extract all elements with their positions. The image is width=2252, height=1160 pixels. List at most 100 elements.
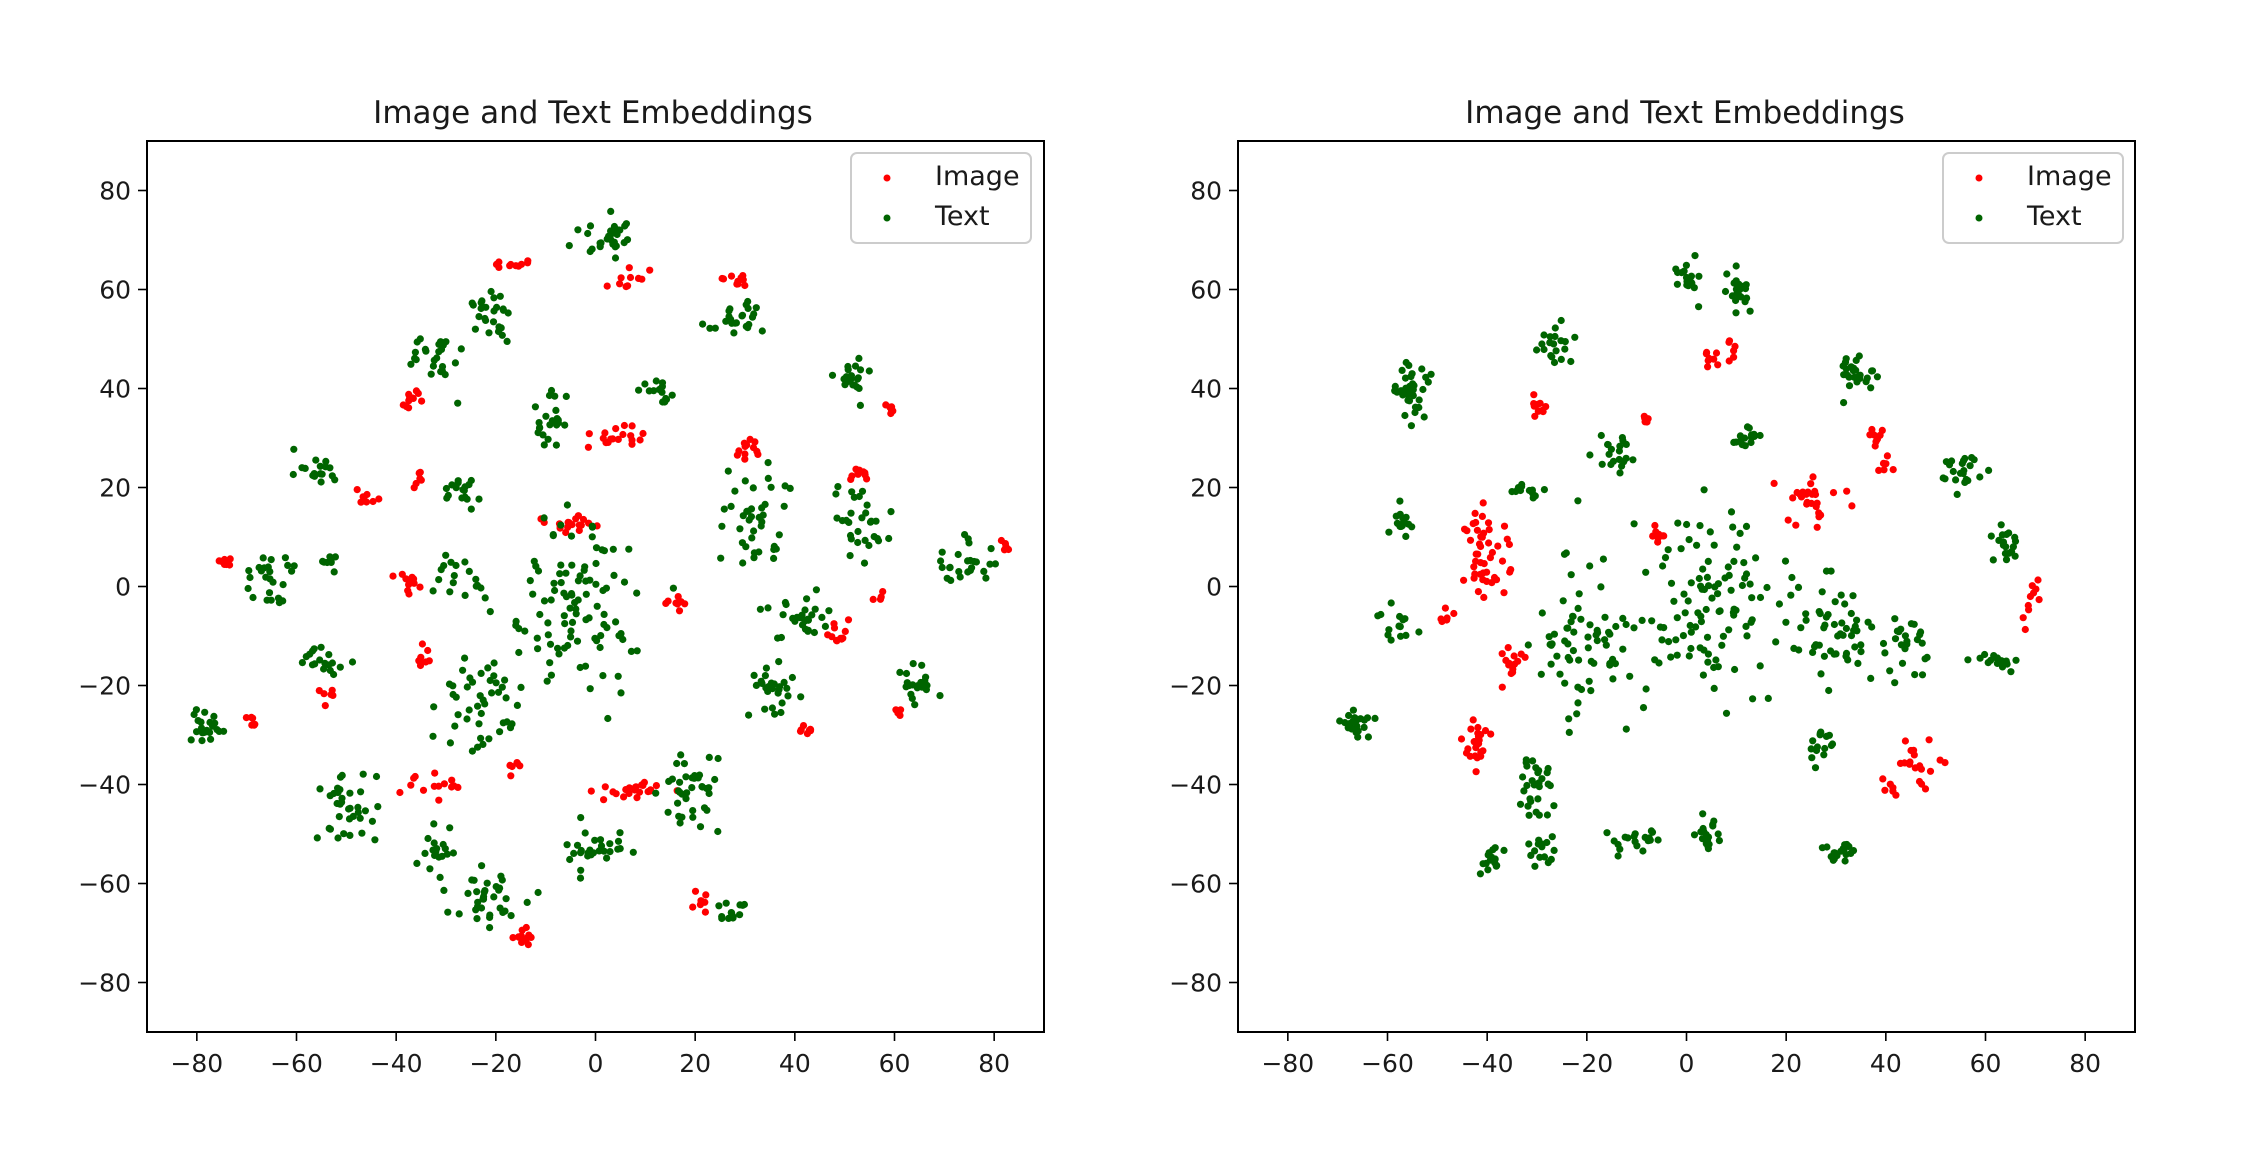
text-point [485, 329, 493, 337]
text-point [1918, 639, 1926, 647]
text-point [752, 681, 761, 690]
text-point [923, 681, 931, 690]
image-point [250, 721, 258, 729]
image-point [1829, 489, 1838, 497]
text-point [738, 539, 747, 547]
text-point [262, 573, 270, 581]
text-point [1845, 382, 1854, 390]
text-point [758, 679, 766, 688]
text-point [1526, 795, 1534, 803]
text-point [544, 631, 552, 639]
text-point [767, 679, 776, 687]
text-point [650, 387, 658, 395]
text-point [786, 484, 794, 492]
image-point [1538, 406, 1546, 415]
text-point [534, 888, 542, 897]
text-point [1535, 811, 1543, 819]
text-point [609, 545, 617, 553]
text-point [557, 521, 565, 529]
text-point [325, 651, 333, 659]
x-tick-label-right: 80 [2069, 1049, 2101, 1078]
text-point [1527, 851, 1535, 860]
text-point [1697, 612, 1705, 620]
text-point [557, 579, 565, 587]
text-point [808, 611, 816, 619]
text-point [348, 658, 357, 666]
text-point [1903, 637, 1911, 645]
text-point [1722, 709, 1731, 717]
image-point [575, 521, 583, 529]
text-point [338, 794, 346, 802]
image-point [507, 772, 515, 780]
text-point [1953, 490, 1961, 498]
text-point [1897, 625, 1905, 633]
text-point [1825, 731, 1833, 739]
image-point [1477, 731, 1485, 739]
text-point [1831, 598, 1839, 606]
legend-left: Image Text [850, 152, 1032, 244]
text-point [371, 836, 379, 844]
image-point [329, 691, 337, 700]
image-point [1479, 499, 1487, 507]
text-point [1561, 345, 1569, 353]
text-point [1719, 632, 1727, 640]
text-point [1348, 725, 1356, 733]
image-point [1883, 452, 1891, 460]
text-point [1840, 399, 1848, 407]
text-point [1491, 844, 1499, 852]
text-point [2012, 656, 2020, 664]
text-point [1857, 641, 1865, 649]
text-point [1544, 764, 1552, 773]
image-point [416, 468, 424, 476]
text-point [1525, 811, 1533, 819]
text-point [1696, 644, 1704, 652]
image-point [408, 577, 416, 585]
text-point [1396, 497, 1404, 505]
text-point [1686, 621, 1694, 630]
text-point [586, 247, 594, 256]
text-point [1867, 384, 1875, 392]
text-point [606, 848, 614, 856]
text-point [600, 620, 608, 629]
text-point [437, 338, 445, 346]
text-point [856, 366, 865, 374]
text-point [1695, 574, 1703, 583]
text-point [1781, 557, 1790, 565]
text-point [803, 595, 811, 603]
text-point [2002, 556, 2011, 564]
image-point [1792, 521, 1800, 529]
text-point [1820, 624, 1828, 632]
y-tick-label-right: 0 [1206, 573, 1222, 602]
image-point [612, 425, 620, 433]
text-point [1540, 486, 1548, 494]
image-point [1000, 546, 1009, 554]
text-point [1862, 378, 1870, 386]
text-point [589, 849, 598, 857]
text-point [604, 714, 612, 723]
x-tick-label-right: 40 [1870, 1049, 1902, 1078]
text-point [502, 895, 510, 903]
text-point [284, 561, 292, 570]
text-point [354, 803, 362, 812]
text-point [316, 785, 324, 793]
text-point [1561, 679, 1569, 687]
text-point [619, 635, 627, 644]
image-point [417, 476, 425, 484]
text-point [1548, 640, 1556, 648]
image-point [514, 933, 523, 941]
text-point [726, 305, 734, 313]
text-point [1402, 631, 1410, 640]
text-point [475, 720, 483, 728]
text-point [567, 532, 576, 540]
image-point [492, 260, 501, 268]
text-point [607, 207, 615, 215]
image-point [522, 923, 530, 932]
image-point [1880, 466, 1888, 474]
text-point [722, 899, 730, 907]
y-tick-label-left: 20 [99, 474, 131, 503]
text-point [1391, 382, 1399, 390]
x-tick-label-right: 60 [1970, 1049, 2002, 1078]
image-point [1926, 767, 1935, 775]
text-point [1553, 652, 1561, 660]
text-point [1879, 639, 1888, 648]
